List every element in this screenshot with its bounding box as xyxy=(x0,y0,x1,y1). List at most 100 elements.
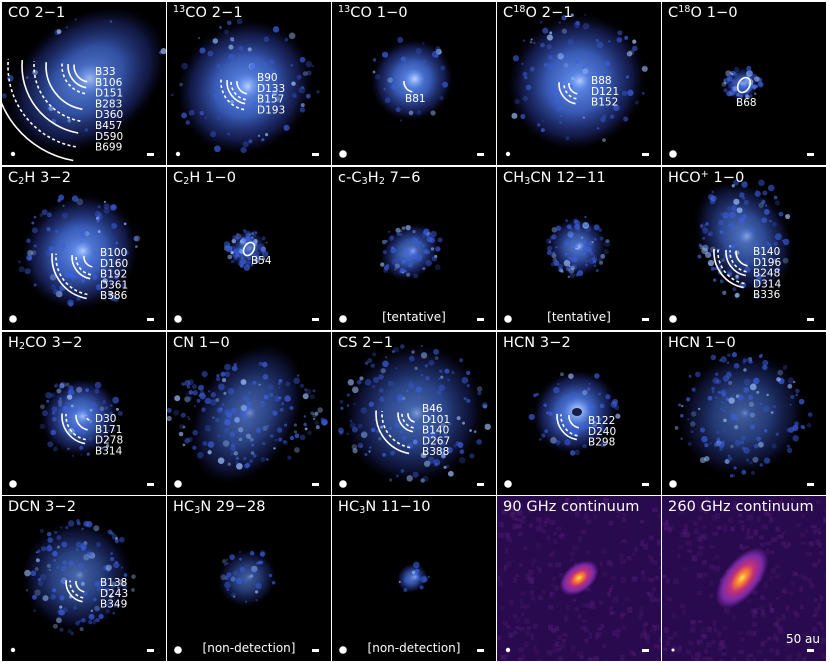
panel-hcn32: B122 D240 B298 HCN 3−2 xyxy=(497,332,661,495)
scale-bar xyxy=(147,153,154,156)
panel-hcop10: B140 D196 B248 D314 B336 HCO+ 1−0 xyxy=(662,167,826,330)
scale-bar xyxy=(312,649,319,652)
panel-c2h10: B54 C2H 1−0 xyxy=(167,167,331,330)
ring-marker xyxy=(51,253,87,300)
feature-label: D101 xyxy=(422,414,450,426)
emission-map xyxy=(497,167,661,330)
feature-label: B100 xyxy=(100,247,127,259)
feature-label: D243 xyxy=(100,588,128,600)
feature-label: D151 xyxy=(95,88,123,100)
ring-marker xyxy=(242,241,256,257)
emission-map: B68 xyxy=(662,2,826,165)
emission-map xyxy=(167,332,331,495)
emission-core xyxy=(75,570,85,580)
ring-marker xyxy=(736,76,752,94)
feature-label: B122 xyxy=(588,415,615,427)
feature-label: B33 xyxy=(95,66,116,78)
ring-marker xyxy=(407,413,415,423)
feature-label: D240 xyxy=(588,426,616,438)
emission-map xyxy=(662,332,826,495)
panel-13co21: B90 D133 B157 D193 13CO 2−1 xyxy=(167,2,331,165)
scale-bar xyxy=(147,649,154,652)
feature-label: D314 xyxy=(753,278,781,290)
panel-title: HC3N 29−28 xyxy=(173,499,266,516)
beam-ellipse xyxy=(339,315,347,323)
feature-label: D133 xyxy=(257,83,285,95)
gap-marker xyxy=(69,580,84,599)
feature-label: B140 xyxy=(422,425,449,437)
ring-marker xyxy=(226,80,246,105)
feature-label: D196 xyxy=(753,257,781,269)
feature-label: B386 xyxy=(100,290,128,302)
scale-bar xyxy=(312,318,319,321)
panel-title: 13CO 2−1 xyxy=(173,4,243,21)
beam-ellipse xyxy=(174,646,182,654)
feature-label: D193 xyxy=(257,104,285,116)
emission-core xyxy=(245,243,255,253)
beam-ellipse xyxy=(671,648,675,652)
ring-marker xyxy=(568,414,580,429)
panel-dcn32: B138 D243 B349 DCN 3−2 xyxy=(2,496,166,661)
gap-marker xyxy=(563,82,577,100)
gap-marker xyxy=(401,412,414,429)
panel-cont260: 260 GHz continuum 50 au xyxy=(662,496,826,661)
emission-map xyxy=(332,496,496,661)
feature-label: B157 xyxy=(257,94,284,106)
feature-label: B336 xyxy=(753,289,781,301)
ring-marker xyxy=(375,410,410,455)
emission-core xyxy=(73,241,93,261)
gap-marker xyxy=(85,415,90,421)
panel-title: 90 GHz continuum xyxy=(503,499,640,515)
ring-marker xyxy=(75,414,88,431)
ring-marker xyxy=(556,413,577,441)
feature-label: B106 xyxy=(95,77,123,89)
panel-title: C18O 1−0 xyxy=(668,4,738,21)
beam-ellipse xyxy=(504,315,512,323)
feature-label: B140 xyxy=(753,246,780,258)
feature-label: D267 xyxy=(422,435,450,447)
ring-marker xyxy=(83,256,93,268)
scale-bar xyxy=(477,318,484,321)
feature-label: D30 xyxy=(95,413,116,425)
feature-label: B192 xyxy=(100,269,127,281)
scale-bar xyxy=(807,649,814,652)
emission-map xyxy=(167,496,331,661)
scale-label: 50 au xyxy=(785,632,820,646)
ring-marker xyxy=(67,64,87,89)
feature-label: B81 xyxy=(405,93,426,105)
panel-title: DCN 3−2 xyxy=(8,499,77,515)
feature-label: B457 xyxy=(95,120,122,132)
scale-bar xyxy=(147,483,154,486)
ring-marker xyxy=(21,60,79,134)
gap-marker xyxy=(230,80,247,101)
gap-marker xyxy=(717,249,745,285)
beam-ellipse xyxy=(339,646,347,654)
gap-marker xyxy=(729,250,747,273)
feature-label: B248 xyxy=(753,268,780,280)
panel-title: C18O 2−1 xyxy=(503,4,573,21)
panel-title: C2H 1−0 xyxy=(173,170,237,187)
panel-title: H2CO 3−2 xyxy=(8,335,83,352)
gap-marker xyxy=(381,410,411,449)
beam-ellipse xyxy=(505,151,511,157)
feature-label: D361 xyxy=(100,279,128,291)
panel-cn10: CN 1−0 xyxy=(167,332,331,495)
beam-ellipse xyxy=(10,151,16,157)
panel-title: HC3N 11−10 xyxy=(338,499,431,516)
scale-bar xyxy=(642,483,649,486)
feature-label: D278 xyxy=(95,435,123,447)
feature-label: B90 xyxy=(257,72,278,84)
beam-ellipse xyxy=(174,480,182,488)
scale-bar xyxy=(147,318,154,321)
beam-ellipse xyxy=(669,150,677,158)
panel-title: HCN 1−0 xyxy=(668,335,736,351)
feature-label: B171 xyxy=(95,424,122,436)
scale-bar xyxy=(807,318,814,321)
ring-marker xyxy=(73,64,88,83)
